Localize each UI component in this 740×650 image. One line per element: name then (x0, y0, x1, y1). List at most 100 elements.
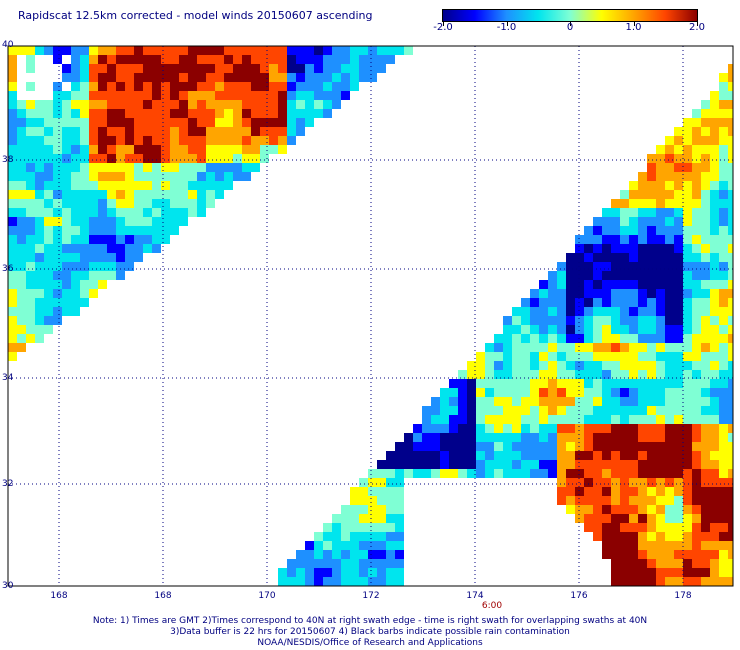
swath-cell (485, 442, 494, 451)
swath-cell (692, 190, 701, 199)
swath-cell (278, 64, 287, 73)
swath-cell (728, 343, 733, 352)
swath-cell (476, 433, 485, 442)
swath-cell (143, 244, 152, 253)
swath-cell (233, 136, 242, 145)
swath-cell (17, 100, 26, 109)
swath-cell (197, 127, 206, 136)
swath-cell (287, 64, 296, 73)
swath-cell (125, 262, 134, 271)
swath-cell (44, 262, 53, 271)
swath-cell (629, 226, 638, 235)
swath-cell (575, 352, 584, 361)
swath-cell (629, 343, 638, 352)
swath-cell (440, 406, 449, 415)
swath-cell (368, 514, 377, 523)
swath-cell (512, 379, 521, 388)
swath-cell (107, 190, 116, 199)
swath-cell (710, 145, 719, 154)
swath-cell (692, 181, 701, 190)
swath-cell (530, 442, 539, 451)
swath-cell (305, 118, 314, 127)
swath-cell (728, 433, 733, 442)
swath-cell (647, 406, 656, 415)
swath-cell (485, 451, 494, 460)
swath-cell (242, 82, 251, 91)
swath-cell (224, 91, 233, 100)
swath-cell (629, 316, 638, 325)
swath-cell (152, 226, 161, 235)
swath-cell (557, 496, 566, 505)
swath-cell (593, 325, 602, 334)
swath-cell (116, 109, 125, 118)
swath-cell (710, 190, 719, 199)
swath-cell (620, 568, 629, 577)
swath-cell (80, 163, 89, 172)
swath-cell (377, 568, 386, 577)
swath-cell (485, 406, 494, 415)
swath-cell (332, 568, 341, 577)
swath-cell (575, 235, 584, 244)
swath-cell (584, 442, 593, 451)
swath-cell (458, 433, 467, 442)
swath-cell (629, 307, 638, 316)
swath-cell (80, 253, 89, 262)
swath-cell (701, 424, 710, 433)
swath-cell (62, 289, 71, 298)
swath-cell (377, 550, 386, 559)
swath-cell (656, 550, 665, 559)
swath-cell (71, 82, 80, 91)
swath-cell (134, 190, 143, 199)
swath-cell (395, 577, 404, 586)
swath-cell (89, 154, 98, 163)
swath-cell (26, 172, 35, 181)
swath-cell (314, 559, 323, 568)
swath-cell (674, 550, 683, 559)
swath-cell (575, 424, 584, 433)
swath-cell (719, 199, 728, 208)
swath-cell (620, 307, 629, 316)
swath-cell (89, 199, 98, 208)
swath-cell (647, 469, 656, 478)
swath-cell (134, 226, 143, 235)
swath-cell (35, 217, 44, 226)
swath-cell (728, 550, 733, 559)
swath-cell (134, 55, 143, 64)
swath-cell (170, 217, 179, 226)
swath-cell (665, 496, 674, 505)
swath-cell (629, 424, 638, 433)
swath-cell (377, 505, 386, 514)
swath-cell (503, 397, 512, 406)
swath-cell (152, 55, 161, 64)
swath-cell (341, 505, 350, 514)
swath-cell (179, 172, 188, 181)
swath-cell (44, 181, 53, 190)
swath-cell (512, 352, 521, 361)
swath-cell (638, 289, 647, 298)
swath-cell (35, 253, 44, 262)
swath-cell (278, 568, 287, 577)
swath-cell (71, 226, 80, 235)
swath-cell (431, 460, 440, 469)
swath-cell (17, 289, 26, 298)
swath-cell (674, 541, 683, 550)
swath-cell (566, 460, 575, 469)
swath-cell (287, 73, 296, 82)
swath-cell (521, 316, 530, 325)
swath-cell (710, 568, 719, 577)
swath-cell (557, 325, 566, 334)
swath-cell (251, 127, 260, 136)
swath-cell (368, 577, 377, 586)
swath-cell (656, 289, 665, 298)
swath-cell (647, 424, 656, 433)
swath-cell (116, 136, 125, 145)
swath-cell (305, 577, 314, 586)
swath-cell (629, 370, 638, 379)
swath-cell (656, 388, 665, 397)
swath-cell (710, 424, 719, 433)
swath-cell (575, 343, 584, 352)
swath-cell (467, 442, 476, 451)
swath-cell (296, 577, 305, 586)
swath-cell (359, 55, 368, 64)
swath-cell (665, 208, 674, 217)
